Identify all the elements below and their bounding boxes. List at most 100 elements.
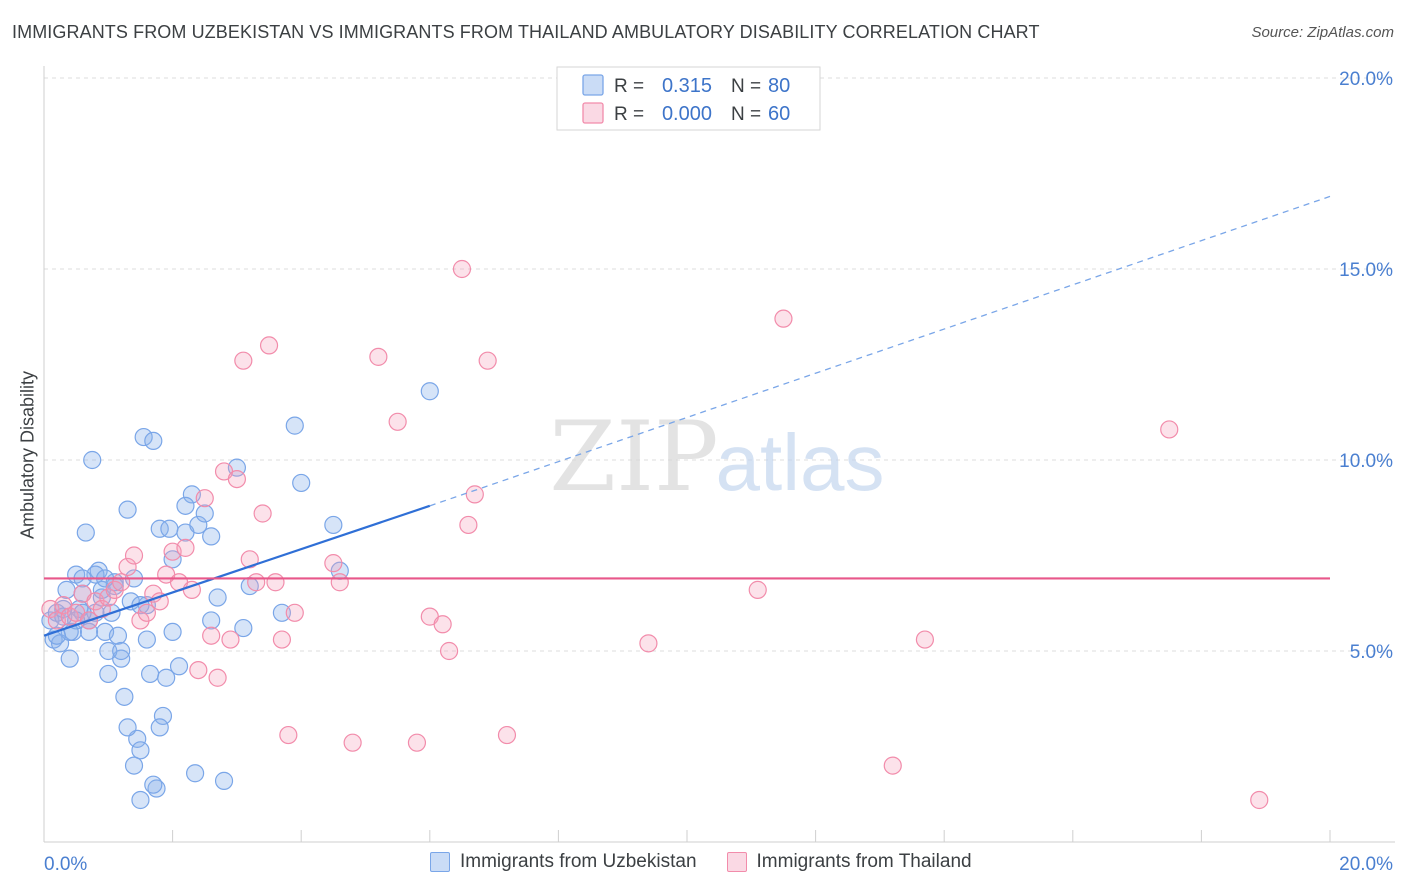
legend-r-value: 0.315 xyxy=(662,75,712,97)
point-uzbekistan xyxy=(208,588,227,607)
y-tick-label: 10.0% xyxy=(1339,451,1393,472)
point-thailand xyxy=(285,603,304,622)
point-thailand xyxy=(227,470,246,489)
legend-n-value: 60 xyxy=(768,103,790,125)
point-uzbekistan xyxy=(131,741,150,760)
chart-title: IMMIGRANTS FROM UZBEKISTAN VS IMMIGRANTS… xyxy=(12,22,1040,42)
point-uzbekistan xyxy=(153,706,173,726)
point-uzbekistan xyxy=(137,630,156,649)
point-uzbekistan xyxy=(60,649,79,668)
point-thailand xyxy=(137,603,156,622)
point-thailand xyxy=(99,588,118,607)
point-thailand xyxy=(478,351,497,370)
point-thailand xyxy=(324,554,343,573)
point-uzbekistan xyxy=(99,641,118,661)
trend-line-uzbekistan-extension xyxy=(429,195,1331,507)
point-uzbekistan xyxy=(124,756,144,775)
point-thailand xyxy=(279,725,298,745)
x-tick-label: 20.0% xyxy=(1339,854,1393,875)
point-thailand xyxy=(369,347,388,366)
point-uzbekistan xyxy=(189,515,208,535)
point-thailand xyxy=(124,546,144,565)
point-uzbekistan xyxy=(131,790,150,810)
point-uzbekistan xyxy=(115,687,134,706)
point-uzbekistan xyxy=(57,580,76,599)
point-thailand xyxy=(176,538,195,557)
legend-r-value: 0.000 xyxy=(662,103,712,125)
point-uzbekistan xyxy=(144,431,163,450)
point-thailand xyxy=(639,634,658,653)
point-uzbekistan xyxy=(285,416,304,435)
trend-line-uzbekistan xyxy=(43,504,431,637)
point-thailand xyxy=(272,630,292,649)
point-uzbekistan xyxy=(118,500,137,519)
point-uzbekistan xyxy=(118,718,137,737)
x-tick-label: 0.0% xyxy=(44,854,87,875)
point-uzbekistan xyxy=(202,611,221,630)
point-uzbekistan xyxy=(150,718,169,737)
point-thailand xyxy=(1160,420,1179,439)
point-uzbekistan xyxy=(169,657,189,676)
point-thailand xyxy=(240,550,259,569)
point-uzbekistan xyxy=(108,626,128,645)
point-thailand xyxy=(774,309,793,328)
point-thailand xyxy=(92,599,111,619)
point-uzbekistan xyxy=(150,519,169,538)
point-uzbekistan xyxy=(163,622,182,642)
point-uzbekistan xyxy=(140,664,160,684)
point-thailand xyxy=(452,259,472,279)
point-uzbekistan xyxy=(324,515,343,535)
point-thailand xyxy=(407,733,427,752)
point-uzbekistan xyxy=(160,519,179,538)
legend-swatch-uzbekistan xyxy=(430,852,450,872)
point-thailand xyxy=(459,515,478,535)
point-uzbekistan xyxy=(186,764,205,783)
legend-item-uzbekistan[interactable]: Immigrants from Uzbekistan xyxy=(430,851,697,873)
point-thailand xyxy=(915,630,935,649)
point-thailand xyxy=(330,573,349,592)
point-thailand xyxy=(195,489,214,508)
point-uzbekistan xyxy=(163,550,182,569)
point-thailand xyxy=(112,573,131,592)
point-thailand xyxy=(497,725,517,745)
legend-r-label: R = xyxy=(614,104,644,125)
legend-n-label: N = xyxy=(731,104,761,125)
point-uzbekistan xyxy=(99,664,118,684)
point-thailand xyxy=(221,630,240,649)
point-thailand xyxy=(202,626,221,645)
point-thailand xyxy=(131,611,150,630)
legend-item-thailand[interactable]: Immigrants from Thailand xyxy=(726,851,972,873)
legend-swatch-uzbekistan xyxy=(582,74,604,96)
legend-swatch-thailand xyxy=(726,852,747,872)
y-tick-label: 15.0% xyxy=(1339,260,1393,281)
legend-swatch-thailand xyxy=(582,102,604,124)
correlation-legend xyxy=(556,66,821,131)
point-uzbekistan xyxy=(47,626,66,645)
point-uzbekistan xyxy=(112,641,131,661)
point-thailand xyxy=(1250,790,1269,810)
point-uzbekistan xyxy=(234,618,253,638)
point-thailand xyxy=(208,668,227,687)
legend-label-thailand: Immigrants from Thailand xyxy=(756,851,972,872)
point-thailand xyxy=(247,573,266,592)
point-thailand xyxy=(433,615,452,634)
point-uzbekistan xyxy=(83,450,102,470)
point-uzbekistan xyxy=(144,775,163,794)
y-tick-label: 5.0% xyxy=(1350,642,1393,663)
point-uzbekistan xyxy=(176,496,195,515)
point-uzbekistan xyxy=(214,771,234,790)
legend-label-uzbekistan: Immigrants from Uzbekistan xyxy=(460,851,697,872)
bottom-legend: Immigrants from Uzbekistan Immigrants fr… xyxy=(430,851,1002,873)
point-uzbekistan xyxy=(76,523,95,542)
point-thailand xyxy=(343,733,362,752)
chart-source: Source: ZipAtlas.com xyxy=(1251,24,1394,41)
point-thailand xyxy=(748,580,767,599)
point-thailand xyxy=(388,412,407,431)
legend-n-label: N = xyxy=(731,76,761,97)
watermark-zip: ZIP xyxy=(549,401,718,513)
point-thailand xyxy=(439,641,459,661)
point-uzbekistan xyxy=(292,473,311,493)
legend-r-label: R = xyxy=(614,76,644,97)
point-thailand xyxy=(189,660,208,680)
